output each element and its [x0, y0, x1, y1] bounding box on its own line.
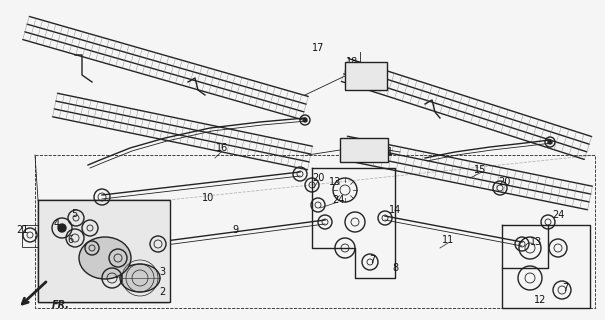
Circle shape	[548, 140, 552, 144]
Text: 24: 24	[332, 195, 344, 205]
Text: 2: 2	[159, 287, 165, 297]
Text: 13: 13	[329, 177, 341, 187]
Text: 4: 4	[54, 219, 60, 229]
Bar	[340, 138, 388, 162]
Text: 20: 20	[312, 173, 324, 183]
Text: 13: 13	[530, 237, 542, 247]
Text: 12: 12	[534, 295, 546, 305]
Text: 1: 1	[387, 147, 393, 157]
Text: 21: 21	[16, 225, 28, 235]
Text: 7: 7	[369, 255, 375, 265]
Circle shape	[58, 224, 66, 232]
Text: FR.: FR.	[52, 300, 70, 310]
Text: 8: 8	[92, 241, 98, 251]
Text: 20: 20	[498, 177, 510, 187]
Text: 7: 7	[562, 283, 568, 293]
Text: 23: 23	[112, 270, 124, 280]
Circle shape	[303, 118, 307, 122]
Ellipse shape	[120, 264, 160, 292]
Text: 7: 7	[89, 245, 95, 255]
Bar	[38, 200, 170, 302]
Text: 14: 14	[389, 205, 401, 215]
Bar	[22, 225, 38, 247]
Text: 3: 3	[159, 267, 165, 277]
Text: 9: 9	[232, 225, 238, 235]
Text: 11: 11	[442, 235, 454, 245]
Text: 5: 5	[71, 209, 77, 219]
Ellipse shape	[79, 237, 131, 279]
Text: 22: 22	[119, 253, 131, 263]
Text: 24: 24	[552, 210, 564, 220]
Text: 6: 6	[67, 235, 73, 245]
Text: 15: 15	[474, 165, 486, 175]
Text: 18: 18	[346, 57, 358, 67]
Text: 17: 17	[312, 43, 324, 53]
Text: 19: 19	[379, 147, 391, 157]
Text: 16: 16	[216, 143, 228, 153]
Text: 10: 10	[202, 193, 214, 203]
Bar	[345, 62, 387, 90]
Text: 8: 8	[392, 263, 398, 273]
